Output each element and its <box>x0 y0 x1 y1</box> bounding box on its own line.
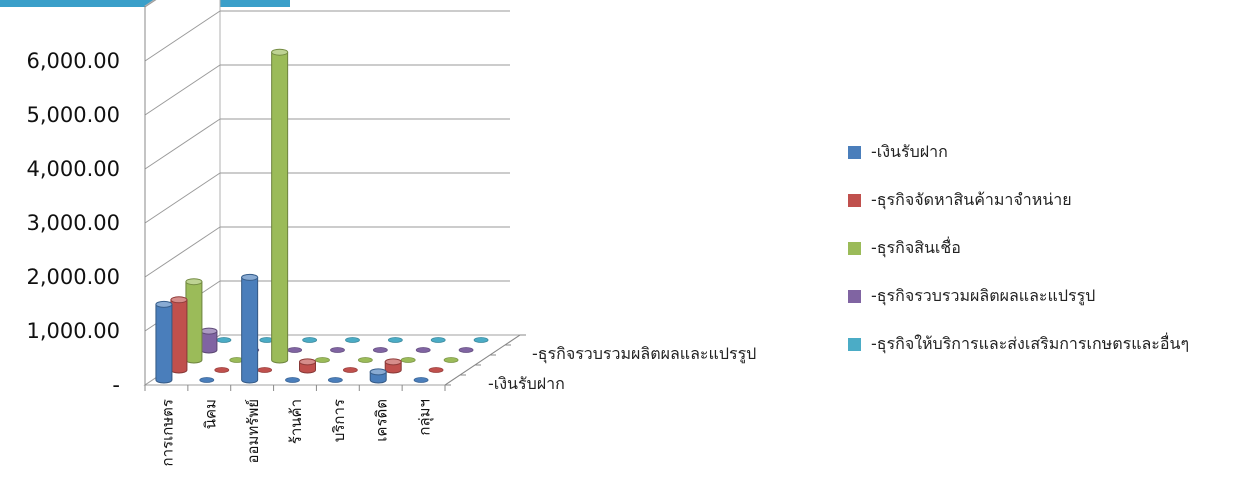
x-category-label: เครดิต <box>373 399 391 442</box>
legend-label: -ธุรกิจจัดหาสินค้ามาจำหน่าย <box>871 189 1072 209</box>
bar-4-3 <box>287 347 303 353</box>
bar-4-5 <box>372 347 388 353</box>
bar-1-7 <box>413 377 429 383</box>
bar-2-4 <box>299 358 316 374</box>
bar-2-2 <box>214 367 230 373</box>
legend-label: -ธุรกิจรวบรวมผลิตผลและแปรรูป <box>871 285 1096 305</box>
y-tick-label: 3,000.00 <box>26 211 120 235</box>
gridline-left <box>144 64 221 116</box>
x-category-label: บริการ <box>330 399 348 442</box>
bar-2-1 <box>170 296 188 374</box>
bar-4-1 <box>200 327 218 354</box>
legend-label: -ธุรกิจให้บริการและส่งเสริมการเกษตรและอื… <box>871 333 1190 353</box>
bar-5-3 <box>302 337 318 343</box>
bar-4-4 <box>330 347 345 353</box>
y-tick-label: 6,000.00 <box>26 49 120 73</box>
bar-5-4 <box>345 337 360 343</box>
bar-1-6 <box>369 368 387 384</box>
bar-4-7 <box>458 347 474 353</box>
legend-swatch <box>848 241 861 255</box>
bar-1-2 <box>199 377 215 383</box>
bar-1-3 <box>241 273 259 384</box>
legend-swatch <box>848 289 861 303</box>
top-accent-bar <box>0 0 290 7</box>
bar-5-6 <box>430 337 446 343</box>
bar-2-6 <box>384 358 402 374</box>
bar-2-5 <box>342 367 358 373</box>
x-category-label: การเกษตร <box>158 399 176 466</box>
gridline-left <box>144 10 221 62</box>
x-category-label: ร้านค้า <box>287 399 305 444</box>
bar-3-6 <box>400 357 416 363</box>
bar-2-7 <box>428 367 444 373</box>
legend-item: -ธุรกิจรวบรวมผลิตผลและแปรรูป <box>848 284 1189 308</box>
bar-5-7 <box>473 337 489 343</box>
bar-1-4 <box>285 377 300 383</box>
legend-item: -เงินรับฝาก <box>848 140 1189 164</box>
y-tick-label: 4,000.00 <box>26 157 120 181</box>
bar-5-5 <box>387 337 403 343</box>
gridline-left <box>144 172 221 224</box>
legend-swatch <box>848 193 861 207</box>
bar-1-1 <box>155 300 173 384</box>
y-tick-label: 2,000.00 <box>26 265 120 289</box>
bar-3-7 <box>443 357 459 363</box>
bar-5-1 <box>216 337 232 343</box>
depth-axis-line <box>444 334 521 386</box>
legend-item: -ธุรกิจให้บริการและส่งเสริมการเกษตรและอื… <box>848 332 1189 356</box>
bar-3-3 <box>271 48 289 364</box>
y-tick-label: 1,000.00 <box>26 319 120 343</box>
y-tick-label: 5,000.00 <box>26 103 120 127</box>
bar-3-5 <box>357 357 373 363</box>
gridline-left <box>144 226 221 278</box>
x-category-label: กลุ่มฯ <box>416 399 435 436</box>
legend-label: -ธุรกิจสินเชื่อ <box>871 237 961 257</box>
y-tick-label: - <box>112 373 120 397</box>
x-category-label: นิคม <box>201 399 219 429</box>
legend-swatch <box>848 145 861 159</box>
bar-4-6 <box>415 347 431 353</box>
bar-3-4 <box>315 357 330 363</box>
gridline-left <box>144 118 221 170</box>
legend-swatch <box>848 337 861 351</box>
legend-item: -ธุรกิจสินเชื่อ <box>848 236 1189 260</box>
bar-1-5 <box>327 377 343 383</box>
x-category-label: ออมทรัพย์ <box>244 399 262 464</box>
chart-legend: -เงินรับฝาก -ธุรกิจจัดหาสินค้ามาจำหน่าย -ธ… <box>848 140 1189 380</box>
bar-2-3 <box>257 367 273 373</box>
bar-3-1 <box>185 278 203 364</box>
depth-label: -ธุรกิจรวบรวมผลิตผลและแปรรูป <box>532 344 756 364</box>
legend-label: -เงินรับฝาก <box>871 141 948 161</box>
depth-label: -เงินรับฝาก <box>488 374 565 393</box>
legend-item: -ธุรกิจจัดหาสินค้ามาจำหน่าย <box>848 188 1189 212</box>
